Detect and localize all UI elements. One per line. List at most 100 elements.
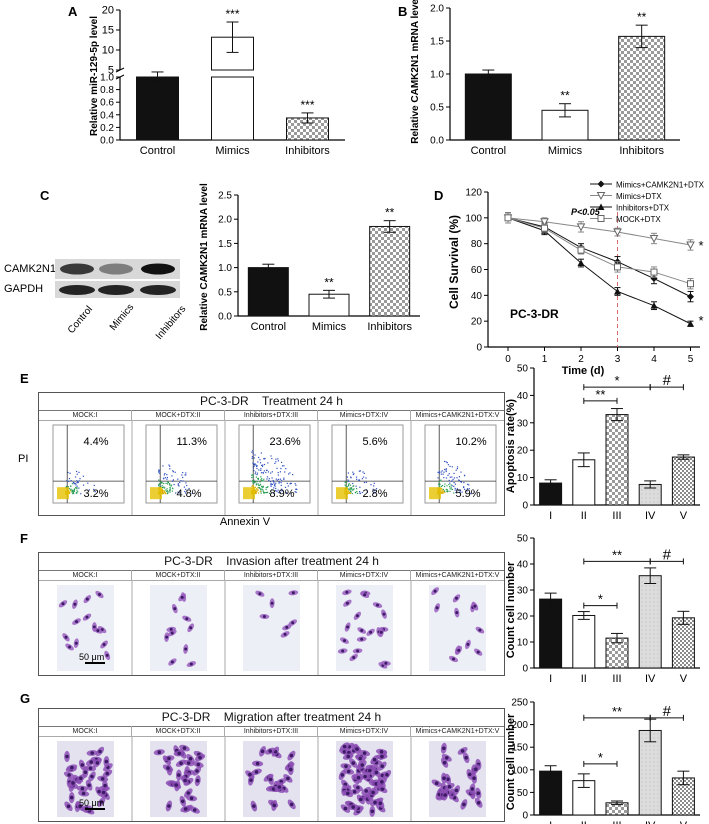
- flow-event: [444, 490, 446, 492]
- flow-event: [444, 483, 446, 485]
- flow-event: [263, 458, 265, 460]
- flow-event: [169, 483, 171, 485]
- flow-event: [253, 464, 255, 466]
- y-tick-label: 0: [522, 664, 528, 675]
- flow-event: [186, 484, 188, 487]
- flow-event: [266, 486, 268, 488]
- flow-event: [348, 488, 350, 490]
- cell-nucleus: [364, 789, 369, 793]
- panel-b-chart: Relative CAMK2N1 mRNA level 0.0 0.5 1.0 1.5…: [410, 0, 680, 157]
- cell-nucleus: [196, 762, 201, 767]
- flow-event: [263, 463, 266, 466]
- cell-nucleus: [291, 621, 295, 625]
- cell-nucleus: [442, 776, 446, 780]
- flow-event: [449, 482, 451, 484]
- flow-event: [281, 461, 283, 463]
- y-tick-label: 0: [476, 343, 482, 354]
- flow-event: [455, 469, 457, 471]
- cell-nucleus: [379, 750, 384, 754]
- invasion-box: PC-3-DR Invasion after treatment 24 h MO…: [38, 552, 505, 676]
- flow-event: [255, 471, 257, 473]
- micrograph: [150, 737, 226, 821]
- flow-event: [161, 488, 163, 490]
- panel-b-ylabel: Relative CAMK2N1 mRNA level: [410, 0, 421, 144]
- flow-cluster-core: [150, 487, 162, 500]
- cell-nucleus: [157, 750, 162, 754]
- flow-event: [77, 481, 79, 484]
- data-point: [650, 302, 658, 309]
- flow-event: [260, 452, 262, 454]
- subpanel-label: MOCK+DTX:II: [132, 410, 225, 421]
- flow-event: [252, 480, 254, 482]
- flow-event: [349, 484, 352, 486]
- series-line: [507, 217, 691, 298]
- flow-event: [270, 482, 272, 485]
- flow-event: [361, 478, 363, 480]
- cell-nucleus: [166, 766, 170, 770]
- flow-event: [356, 490, 358, 493]
- y-tick-label: 5: [108, 65, 114, 77]
- cell-nucleus: [473, 604, 477, 608]
- x-tick-label: 3: [615, 354, 621, 365]
- flow-event: [351, 487, 353, 489]
- category-label: II: [581, 820, 587, 824]
- flow-event: [268, 478, 270, 480]
- flow-event: [177, 484, 179, 486]
- flow-event: [277, 474, 279, 476]
- cell-nucleus: [71, 781, 75, 785]
- cell-nucleus: [185, 617, 189, 621]
- flow-event: [443, 490, 445, 493]
- flow-event: [296, 488, 298, 491]
- cell-nucleus: [371, 790, 375, 795]
- flow-event: [169, 484, 171, 486]
- category-label: I: [549, 673, 552, 685]
- flow-event: [68, 488, 70, 490]
- flow-event: [257, 483, 259, 485]
- flow-event: [171, 475, 173, 477]
- flow-event: [265, 488, 267, 491]
- flow-event: [69, 492, 71, 494]
- flow-plot: 4.4% 3.2%: [52, 421, 133, 515]
- y-tick-label: 1.0: [218, 263, 232, 274]
- flow-event: [183, 486, 185, 488]
- flow-event: [76, 470, 78, 473]
- flow-cluster-core: [336, 487, 348, 500]
- cell-nucleus: [61, 602, 65, 606]
- flow-event: [446, 489, 448, 491]
- flow-event: [459, 489, 462, 492]
- flow-event: [164, 487, 166, 489]
- cell-nucleus: [182, 746, 187, 750]
- y-tick-label: 10: [517, 473, 529, 484]
- y-tick-label: 1.0: [100, 73, 114, 84]
- cell-nucleus: [268, 777, 273, 782]
- flow-event: [373, 492, 375, 494]
- cell-nucleus: [358, 756, 363, 761]
- flow-event: [440, 485, 442, 488]
- flow-event: [191, 492, 193, 494]
- flow-event: [450, 488, 453, 490]
- cell-nucleus: [368, 768, 372, 773]
- cell-nucleus: [65, 754, 69, 759]
- panel-e-y-axis-label: PI: [18, 453, 28, 465]
- cell-nucleus: [380, 787, 385, 791]
- cell-nucleus: [64, 635, 68, 639]
- flow-event: [160, 481, 163, 483]
- flow-event: [356, 478, 358, 480]
- flow-event: [277, 458, 279, 460]
- panel-d-xlabel: Time (d): [562, 365, 605, 377]
- flow-event: [180, 480, 182, 482]
- flow-event: [263, 492, 265, 494]
- y-tick-label: 0.8: [100, 85, 114, 96]
- flow-event: [182, 480, 184, 482]
- cell-nucleus: [447, 784, 452, 789]
- flow-event: [451, 485, 453, 487]
- flow-event: [441, 491, 443, 493]
- cell-nucleus: [95, 761, 100, 765]
- lane-label-control: Control: [66, 304, 95, 336]
- micrograph: [336, 581, 412, 675]
- category-label: Inhibitors: [619, 145, 664, 157]
- flow-event: [261, 488, 263, 490]
- micrograph: [336, 737, 412, 821]
- y-tick-label: 40: [471, 291, 483, 302]
- category-label: V: [680, 820, 688, 824]
